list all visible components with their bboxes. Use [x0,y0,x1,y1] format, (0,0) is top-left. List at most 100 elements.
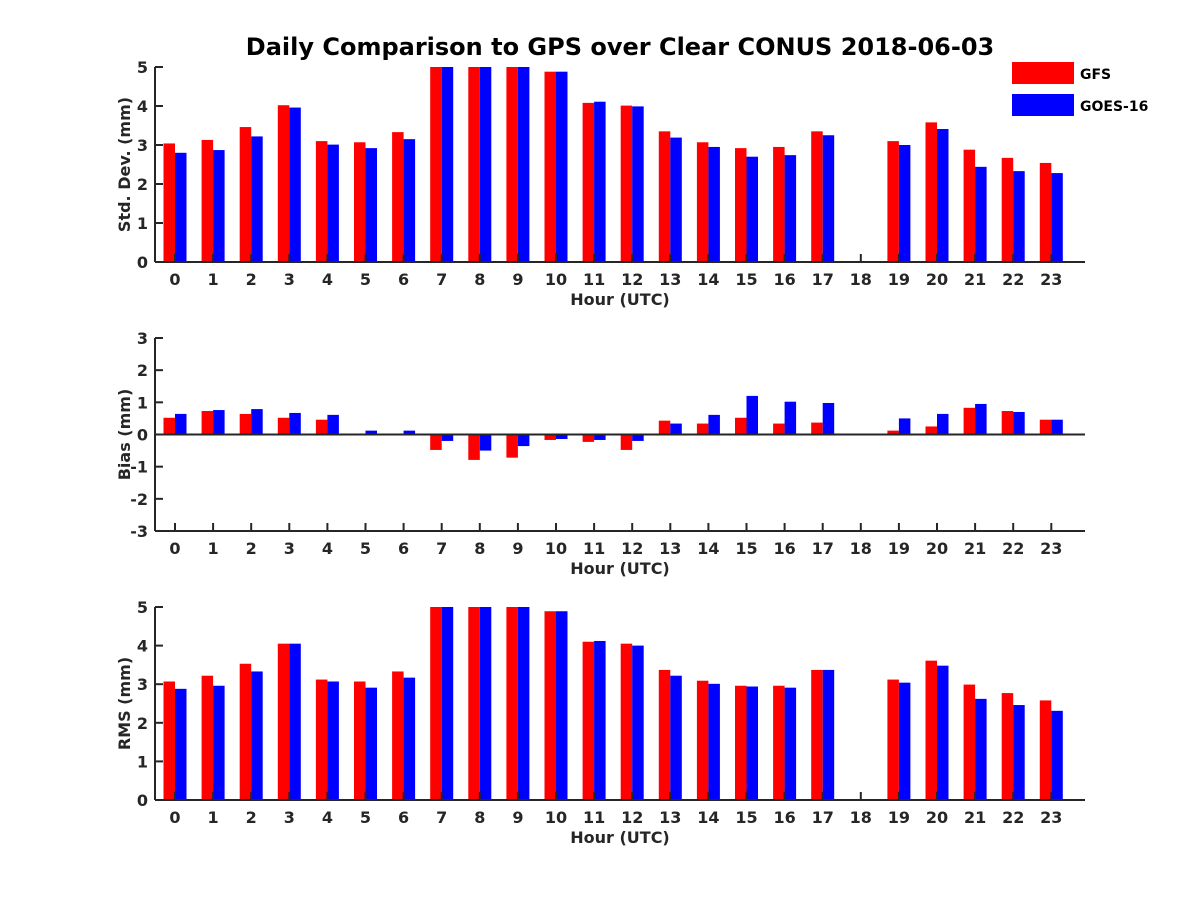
rms-bar-gfs-4 [315,679,328,800]
bias-bar-goes16-20 [937,413,949,435]
legend-swatch-goes16 [1012,94,1074,116]
rms-bar-gfs-2 [239,663,252,800]
std-dev-x-tick-label: 12 [621,270,643,289]
rms-x-tick-label: 9 [512,808,523,827]
bias-x-tick-label: 8 [474,539,485,558]
rms-y-tick-label: 0 [137,791,148,810]
rms-bar-gfs-1 [201,675,214,800]
rms-x-tick-label: 20 [926,808,948,827]
rms-bar-gfs-22 [1001,693,1014,800]
bias-bar-gfs-22 [1001,411,1014,435]
std-dev-bar-goes16-13 [670,137,682,262]
bias-bar-gfs-19 [887,430,899,435]
std-dev-x-tick-label: 11 [583,270,605,289]
std-dev-bar-gfs-1 [201,139,214,262]
std-dev-y-tick-label: 1 [137,214,148,233]
rms-x-tick-label: 1 [208,808,219,827]
rms-x-tick-label: 15 [735,808,757,827]
bias-bar-gfs-15 [735,417,747,435]
rms-bar-gfs-3 [277,643,290,800]
rms-y-tick-label: 4 [137,637,148,656]
rms-x-tick-label: 19 [888,808,910,827]
bias-x-tick-label: 21 [964,539,986,558]
bias-x-tick-label: 13 [659,539,681,558]
rms-x-tick-label: 22 [1002,808,1024,827]
std-dev-x-tick-label: 7 [436,270,447,289]
rms-bar-goes16-9 [517,607,530,800]
rms-bar-goes16-7 [441,607,454,800]
std-dev-bar-gfs-7 [430,67,442,262]
rms-bar-goes16-5 [365,687,377,800]
std-dev-bar-gfs-13 [658,131,671,262]
bias-bar-goes16-21 [975,403,987,435]
std-dev-bar-gfs-8 [468,67,480,262]
std-dev-x-tick-label: 18 [850,270,872,289]
rms-x-tick-label: 5 [360,808,371,827]
bias-bar-gfs-12 [620,434,633,450]
bias-bar-goes16-14 [708,414,720,435]
std-dev-bar-goes16-12 [632,106,644,262]
std-dev-x-tick-label: 15 [735,270,757,289]
std-dev-x-tick-label: 22 [1002,270,1024,289]
rms-bar-gfs-16 [773,685,785,800]
std-dev-bar-goes16-0 [175,152,187,262]
std-dev-x-tick-label: 5 [360,270,371,289]
bias-x-tick-label: 9 [512,539,523,558]
bias-y-tick-label: 2 [137,361,148,380]
std-dev-x-tick-label: 13 [659,270,681,289]
bias-x-tick-label: 18 [850,539,872,558]
std-dev-bar-goes16-4 [327,144,339,262]
std-dev-x-tick-label: 23 [1040,270,1062,289]
std-dev-bar-goes16-1 [213,150,225,262]
bias-bar-gfs-4 [315,419,328,435]
std-dev-bar-gfs-12 [620,105,633,262]
std-dev-x-tick-label: 2 [246,270,257,289]
std-dev-x-tick-label: 4 [322,270,333,289]
rms-bar-gfs-8 [468,607,480,800]
rms-x-tick-label: 0 [169,808,180,827]
bias-bar-gfs-17 [811,422,823,435]
bias-bar-gfs-7 [430,434,442,450]
std-dev-bar-goes16-14 [708,146,720,262]
rms-bar-goes16-13 [670,675,682,800]
bias-y-label: Bias (mm) [115,389,134,481]
std-dev-y-tick-label: 4 [137,97,148,116]
std-dev-x-tick-label: 21 [964,270,986,289]
bias-y-tick-label: 1 [137,393,148,412]
rms-x-tick-label: 3 [284,808,295,827]
bias-bar-goes16-16 [784,401,797,435]
rms-y-tick-label: 2 [137,714,148,733]
rms-bar-goes16-4 [327,681,339,800]
std-dev-bar-gfs-4 [315,141,328,262]
rms-bar-gfs-15 [735,685,747,800]
rms-bar-gfs-12 [620,643,633,800]
rms-bar-gfs-5 [354,681,366,800]
rms-bar-goes16-19 [898,682,911,800]
std-dev-bar-gfs-14 [696,142,709,262]
std-dev-y-label: Std. Dev. (mm) [115,97,134,232]
std-dev-bar-gfs-0 [163,143,175,262]
rms-bar-goes16-1 [213,685,225,800]
std-dev-x-tick-label: 1 [208,270,219,289]
bias-x-tick-label: 12 [621,539,643,558]
bias-bar-goes16-23 [1051,419,1063,435]
rms-bar-gfs-0 [163,681,175,800]
std-dev-bar-gfs-9 [506,67,518,262]
rms-x-tick-label: 2 [246,808,257,827]
std-dev-y-tick-label: 5 [137,58,148,77]
std-dev-bar-goes16-2 [251,136,263,262]
rms-bar-goes16-2 [251,671,263,800]
bias-bar-gfs-8 [468,434,480,460]
rms-bar-goes16-3 [289,643,301,800]
std-dev-bar-gfs-6 [392,132,404,262]
bias-bar-goes16-6 [403,430,416,435]
std-dev-x-tick-label: 6 [398,270,409,289]
rms-bar-gfs-11 [582,641,595,800]
bias-bar-gfs-14 [696,423,709,435]
std-dev-x-tick-label: 3 [284,270,295,289]
bias-x-tick-label: 6 [398,539,409,558]
rms-bar-gfs-20 [925,660,937,800]
rms-bar-gfs-13 [658,669,671,800]
